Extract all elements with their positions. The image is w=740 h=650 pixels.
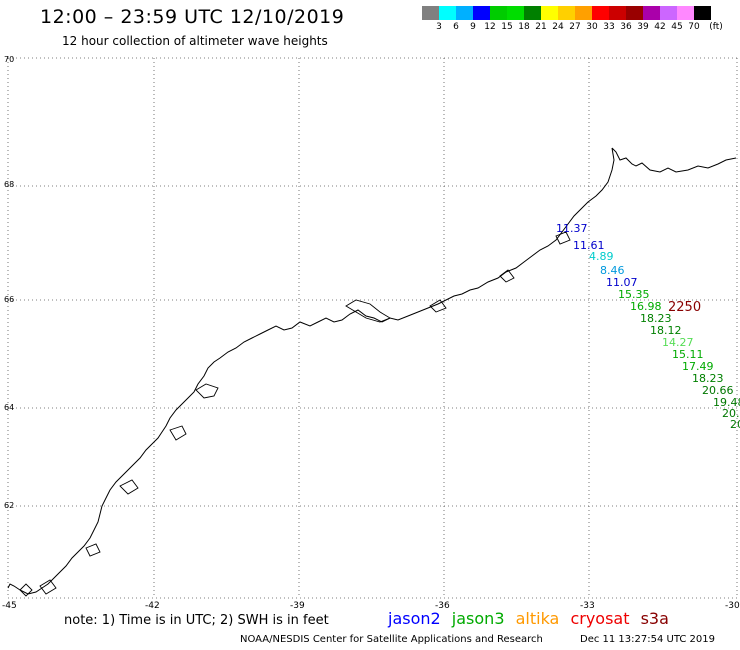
wave-height-label: 20 [730, 418, 740, 431]
legend-item-jason3: jason3 [451, 609, 505, 628]
wave-height-label: 15.35 [618, 288, 650, 301]
wave-height-label: 20.66 [702, 384, 734, 397]
color-swatch [456, 6, 473, 20]
color-scale-label: 39 [637, 22, 649, 32]
color-swatch [439, 6, 456, 20]
color-swatch [626, 6, 643, 20]
color-swatch [524, 6, 541, 20]
color-scale-label: 33 [603, 22, 615, 32]
lat-label: 68 [4, 180, 14, 189]
color-swatch [660, 6, 677, 20]
wave-height-label: 17.49 [682, 360, 714, 373]
wave-height-label: 18.23 [640, 312, 672, 325]
lat-label: 70 [4, 55, 14, 64]
color-swatch [422, 6, 439, 20]
wave-height-label: 8.46 [600, 264, 625, 277]
legend-item-cryosat: cryosat [570, 609, 630, 628]
color-scale-label: 24 [552, 22, 564, 32]
color-scale-label: 27 [569, 22, 581, 32]
color-swatch [643, 6, 660, 20]
wave-height-label: 2250 [668, 300, 701, 315]
footer-credit: NOAA/NESDIS Center for Satellite Applica… [240, 634, 543, 645]
color-scale-label: 45 [671, 22, 683, 32]
observations: 11.37 11.61 4.89 8.46 11.07 15.35 16.98 … [556, 222, 740, 431]
wave-height-label: 16.98 [630, 300, 662, 313]
legend-item-altika: altika [515, 609, 560, 628]
color-swatch [694, 6, 711, 20]
color-swatch [677, 6, 694, 20]
color-scale-label: 15 [501, 22, 513, 32]
wave-height-label: 11.61 [573, 239, 605, 252]
color-scale-label: 18 [518, 22, 530, 32]
color-swatch [541, 6, 558, 20]
page-title: 12:00 – 23:59 UTC 12/10/2019 [40, 6, 345, 28]
wave-height-label: 18.12 [650, 324, 682, 337]
coastline-islands [19, 231, 571, 597]
lon-label: -36 [435, 601, 450, 611]
note-text: note: 1) Time is in UTC; 2) SWH is in fe… [64, 613, 329, 628]
wave-height-label: 14.27 [662, 336, 694, 349]
color-swatch [558, 6, 575, 20]
color-swatch [592, 6, 609, 20]
color-swatch [609, 6, 626, 20]
color-scale-label: (ft) [709, 22, 723, 32]
lon-label: -33 [580, 601, 595, 611]
color-scale-labels: 3 6 9 12 15 18 21 24 27 30 33 36 39 42 4… [422, 22, 740, 36]
wave-height-label: 18.23 [692, 372, 724, 385]
grid [7, 57, 738, 599]
satellite-legend: jason2 jason3 altika cryosat s3a [388, 609, 675, 628]
color-swatch [473, 6, 490, 20]
lat-label: 64 [4, 403, 14, 412]
color-swatch [575, 6, 592, 20]
wave-height-label: 4.89 [589, 250, 614, 263]
wave-height-label: 15.11 [672, 348, 704, 361]
color-scale-label: 3 [436, 22, 442, 32]
lat-label: 66 [4, 295, 14, 304]
color-scale-label: 30 [586, 22, 598, 32]
lat-label: 62 [4, 501, 14, 510]
color-scale-label: 42 [654, 22, 666, 32]
legend-item-s3a: s3a [640, 609, 669, 628]
lon-label: -39 [290, 601, 305, 611]
color-scale-label: 9 [470, 22, 476, 32]
color-scale-label: 21 [535, 22, 547, 32]
lon-label: -45 [2, 601, 17, 611]
color-swatch [490, 6, 507, 20]
color-scale-label: 6 [453, 22, 459, 32]
color-scale-bar [422, 6, 711, 20]
color-scale-label: 36 [620, 22, 632, 32]
wave-height-label: 11.07 [606, 276, 638, 289]
lon-label: -30 [725, 601, 740, 611]
footer-timestamp: Dec 11 13:27:54 UTC 2019 [580, 634, 715, 645]
color-swatch [507, 6, 524, 20]
coastline [7, 147, 737, 595]
lon-label: -42 [145, 601, 160, 611]
page-subtitle: 12 hour collection of altimeter wave hei… [62, 34, 328, 48]
legend-item-jason2: jason2 [388, 609, 441, 628]
wave-height-label: 11.37 [556, 222, 588, 235]
color-scale-label: 12 [484, 22, 496, 32]
wave-height-label: 19.48 [713, 396, 740, 409]
color-scale-label: 70 [688, 22, 700, 32]
wave-height-label: 20.1 [722, 407, 740, 420]
